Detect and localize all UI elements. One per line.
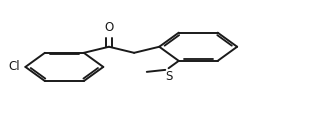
Text: O: O [104, 21, 114, 34]
Text: S: S [165, 70, 172, 83]
Text: Cl: Cl [9, 60, 20, 73]
